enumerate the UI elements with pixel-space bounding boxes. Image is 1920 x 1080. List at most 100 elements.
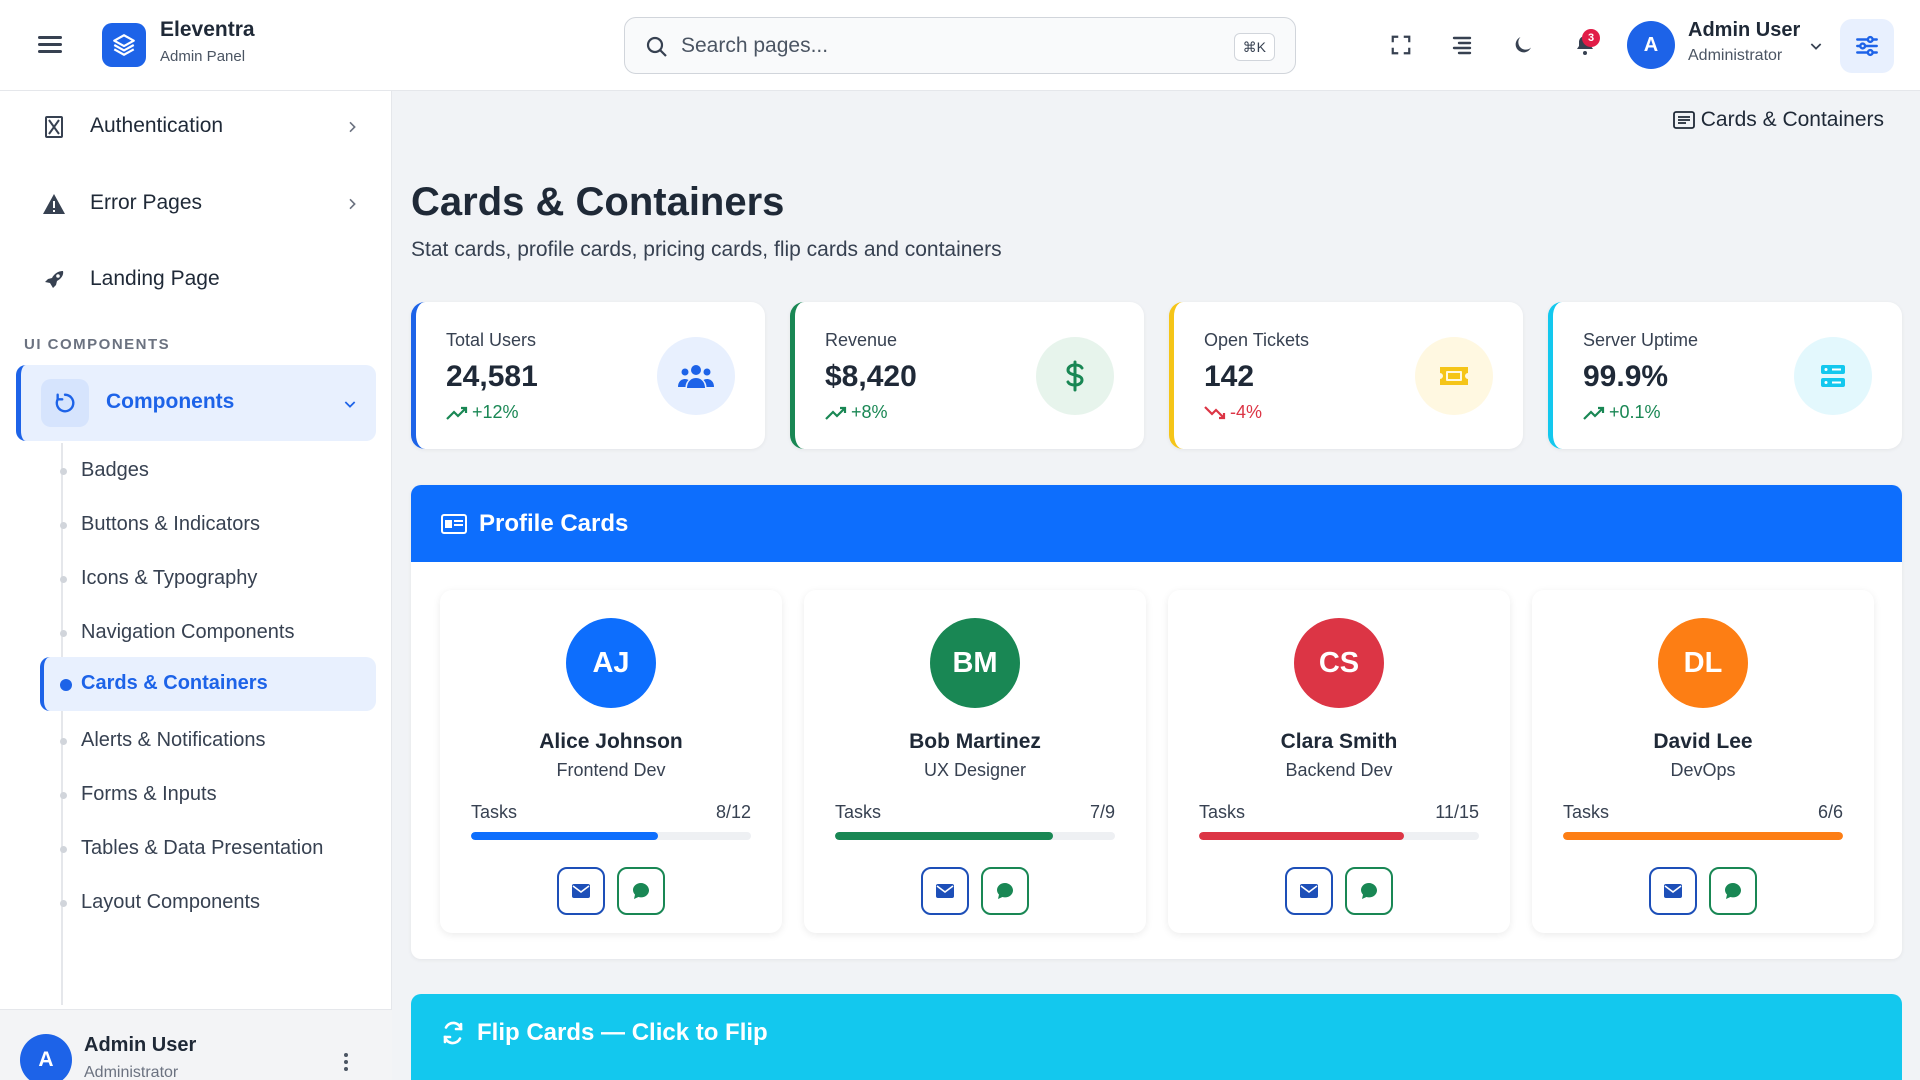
chat-bubble-icon: [633, 883, 649, 899]
sidebar-subitem-label: Forms & Inputs: [81, 783, 217, 805]
bullet-dot: [60, 576, 67, 583]
stat-change: -4%: [1204, 402, 1262, 423]
footer-user-name: Admin User: [84, 1034, 197, 1056]
profile-name: Bob Martinez: [909, 730, 1041, 753]
chat-bubble-icon: [1725, 883, 1741, 899]
sidebar-subitem-forms-inputs[interactable]: Forms & Inputs: [48, 768, 376, 822]
chevron-down-icon[interactable]: [1808, 38, 1824, 54]
stat-change-value: +0.1%: [1609, 402, 1661, 422]
panel-title: Profile Cards: [479, 509, 629, 537]
settings-sliders-button[interactable]: [1840, 19, 1894, 73]
email-button[interactable]: [557, 867, 605, 915]
menu-toggle-icon[interactable]: [38, 32, 66, 58]
sidebar-item-error-pages[interactable]: Error Pages: [22, 176, 376, 232]
profile-card-david: DL David Lee DevOps Tasks 6/6: [1532, 590, 1874, 933]
users-icon: [657, 337, 735, 415]
progress-fill: [471, 832, 658, 840]
trend-up-icon: [446, 406, 468, 420]
stat-value: 142: [1204, 360, 1255, 393]
breadcrumb: Cards & Containers: [1672, 108, 1884, 132]
sidebar-subitem-cards-containers[interactable]: Cards & Containers: [40, 657, 376, 711]
avatar: CS: [1294, 618, 1384, 708]
sidebar-subitem-buttons-indicators[interactable]: Buttons & Indicators: [48, 498, 376, 552]
brand-title: Eleventra: [160, 18, 255, 41]
profile-cards-panel: Profile Cards AJ Alice Johnson Frontend …: [411, 485, 1902, 959]
avatar[interactable]: A: [20, 1034, 72, 1080]
tasks-label: Tasks: [835, 802, 882, 822]
stat-value: $8,420: [825, 360, 917, 393]
panel-title[interactable]: Flip Cards — Click to Flip: [477, 1018, 768, 1046]
profile-card-alice: AJ Alice Johnson Frontend Dev Tasks 8/12: [440, 590, 782, 933]
chat-bubble-icon: [997, 883, 1013, 899]
sidebar-item-label: Components: [106, 390, 235, 413]
sidebar-item-authentication[interactable]: Authentication: [22, 99, 376, 155]
sidebar-subitem-layout-components[interactable]: Layout Components: [48, 876, 376, 930]
tasks-value: 11/15: [1435, 802, 1479, 822]
chat-button[interactable]: [617, 867, 665, 915]
brand-logo-icon: [102, 23, 146, 67]
top-bar: Eleventra Admin Panel ⌘K 3 A Admin User …: [0, 0, 1920, 91]
email-button[interactable]: [921, 867, 969, 915]
sidebar-subitem-alerts-notifications[interactable]: Alerts & Notifications: [48, 714, 376, 768]
align-right-icon[interactable]: [1447, 30, 1477, 60]
chat-bubble-icon: [1361, 883, 1377, 899]
trend-up-icon: [1583, 406, 1605, 420]
dark-mode-moon-icon[interactable]: [1508, 30, 1538, 60]
email-button[interactable]: [1649, 867, 1697, 915]
card-list-icon: [1672, 111, 1695, 129]
kebab-menu-icon[interactable]: [344, 1050, 348, 1074]
stat-card-server-uptime: Server Uptime 99.9% +0.1%: [1548, 302, 1902, 449]
chat-button[interactable]: [1345, 867, 1393, 915]
sidebar-subitem-icons-typography[interactable]: Icons & Typography: [48, 552, 376, 606]
chat-button[interactable]: [1709, 867, 1757, 915]
fullscreen-icon[interactable]: [1386, 30, 1416, 60]
tasks-value: 7/9: [1089, 802, 1115, 822]
id-card-icon: [441, 513, 467, 534]
sidebar-subitem-label: Icons & Typography: [81, 567, 258, 589]
user-name[interactable]: Admin User: [1688, 19, 1801, 41]
user-role: Administrator: [1688, 47, 1783, 64]
warning-icon: [40, 190, 68, 218]
sidebar-subitem-badges[interactable]: Badges: [48, 444, 376, 498]
sidebar-item-label: Authentication: [90, 114, 224, 137]
stat-change-value: +8%: [851, 402, 888, 422]
stat-change: +0.1%: [1583, 402, 1661, 423]
profile-role: Frontend Dev: [556, 760, 666, 780]
user-avatar[interactable]: A: [1627, 21, 1675, 69]
rocket-icon: [40, 266, 68, 294]
sidebar-item-label: Landing Page: [90, 267, 220, 290]
profile-role: Backend Dev: [1285, 760, 1393, 780]
chevron-down-icon: [344, 401, 356, 408]
sidebar-subitem-label: Tables & Data Presentation: [81, 837, 324, 859]
bullet-dot: [60, 522, 67, 529]
sidebar: Authentication Error Pages Landing Page …: [0, 91, 392, 1080]
profile-name: Alice Johnson: [539, 730, 683, 753]
stat-change: +8%: [825, 402, 888, 423]
bullet-dot: [60, 468, 67, 475]
progress-fill: [1199, 832, 1405, 840]
tasks-progress-bar: [471, 832, 751, 840]
profile-name: Clara Smith: [1280, 730, 1398, 753]
tasks-progress-bar: [1199, 832, 1479, 840]
sidebar-subitem-label: Layout Components: [81, 891, 261, 913]
avatar: DL: [1658, 618, 1748, 708]
sidebar-subitem-navigation-components[interactable]: Navigation Components: [48, 606, 376, 660]
page-subtitle: Stat cards, profile cards, pricing cards…: [411, 238, 1002, 261]
profile-name: David Lee: [1653, 730, 1753, 753]
chat-button[interactable]: [981, 867, 1029, 915]
profile-card-bob: BM Bob Martinez UX Designer Tasks 7/9: [804, 590, 1146, 933]
page-title: Cards & Containers: [411, 180, 785, 224]
ticket-icon: [1415, 337, 1493, 415]
footer-user-role: Administrator: [84, 1064, 179, 1080]
stat-change-value: -4%: [1230, 402, 1263, 422]
search-input[interactable]: [681, 28, 1181, 64]
sidebar-item-components[interactable]: Components: [16, 365, 376, 441]
trend-up-icon: [825, 406, 847, 420]
email-button[interactable]: [1285, 867, 1333, 915]
sidebar-item-label: Error Pages: [90, 191, 203, 214]
server-icon: [1794, 337, 1872, 415]
sidebar-item-landing-page[interactable]: Landing Page: [22, 252, 376, 308]
sliders-icon: [1856, 35, 1878, 57]
sidebar-subitem-tables-data[interactable]: Tables & Data Presentation: [48, 822, 376, 876]
bullet-dot: [60, 846, 67, 853]
